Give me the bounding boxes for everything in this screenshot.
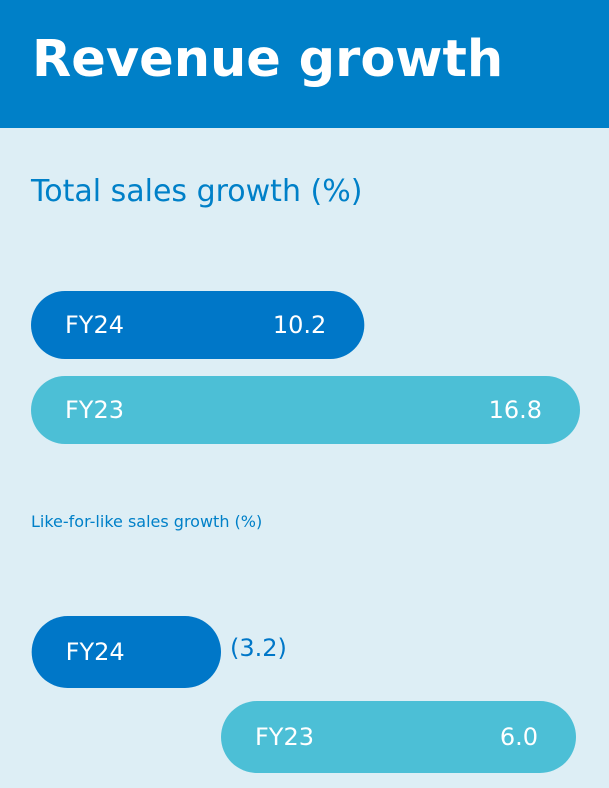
total-sales-chart-title: Total sales growth (%) — [31, 174, 363, 209]
chart1-bar-fy24 — [31, 291, 365, 359]
chart2-bar-fy24 — [31, 616, 221, 688]
chart1-category-label-fy24: FY24 — [65, 311, 124, 339]
chart2-value-label-fy23: 6.0 — [500, 723, 538, 751]
chart2-value-label-fy24: (3.2) — [230, 634, 287, 662]
chart1-category-label-fy23: FY23 — [65, 396, 124, 424]
header-banner: Revenue growth — [0, 0, 609, 128]
chart1-bar-fy23 — [31, 376, 580, 444]
chart2-bar-fy23 — [221, 701, 576, 773]
chart2-category-label-fy24: FY24 — [66, 638, 125, 666]
page-title: Revenue growth — [32, 30, 504, 89]
chart2-category-label-fy23: FY23 — [255, 723, 314, 751]
like-for-like-chart-title: Like-for-like sales growth (%) — [31, 512, 263, 531]
chart1-value-label-fy24: 10.2 — [273, 311, 326, 339]
chart1-value-label-fy23: 16.8 — [489, 396, 542, 424]
